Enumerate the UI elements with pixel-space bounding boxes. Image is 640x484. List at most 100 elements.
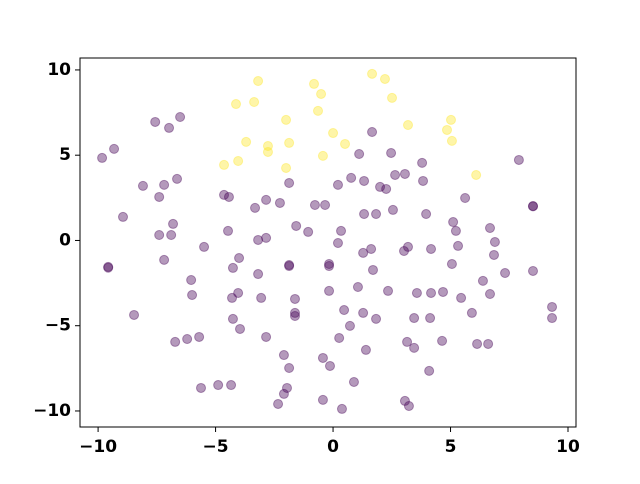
scatter-point [332,179,343,190]
scatter-point [164,122,175,133]
scatter-point [284,363,295,374]
scatter-point [371,209,382,220]
scatter-point [223,191,234,202]
scatter-point [281,114,292,125]
scatter-point [253,76,264,87]
x-tick-label: 10 [556,437,580,457]
scatter-point [274,197,285,208]
scatter-point [418,175,429,186]
scatter-point [170,336,181,347]
scatter-point [154,191,165,202]
scatter-point [186,275,197,286]
scatter-point [367,127,378,138]
scatter-point [488,249,499,260]
scatter-point [403,401,414,412]
scatter-point [483,338,494,349]
scatter-point [426,243,437,254]
scatter-point [262,140,273,151]
scatter-point [284,177,295,188]
scatter-point [442,124,453,135]
scatter-point [366,243,377,254]
scatter-point [317,352,328,363]
scatter-point [317,150,328,161]
scatter-point [324,258,335,269]
scatter-point [154,229,165,240]
scatter-point [547,313,558,324]
scatter-point [284,260,295,271]
scatter-point [261,232,272,243]
scatter-point [256,292,267,303]
scatter-point [213,380,224,391]
x-tick-label: −5 [203,437,229,457]
scatter-point [528,201,539,212]
scatter-point [417,157,428,168]
scatter-point [284,261,295,272]
scatter-point [379,73,390,84]
scatter-point [402,336,413,347]
scatter-point [262,146,273,157]
scatter-point [253,234,264,245]
y-tick-label: 0 [59,230,71,250]
scatter-point [348,376,359,387]
scatter-point [234,253,245,264]
scatter-point [411,287,422,298]
scatter-point [456,292,467,303]
scatter-point [103,262,114,273]
scatter-point [159,179,170,190]
scatter-point [289,310,300,321]
scatter-point [103,261,114,272]
y-tick-label: −5 [45,316,71,336]
scatter-point [346,172,357,183]
scatter-point [424,365,435,376]
scatter-point [409,342,420,353]
scatter-point [320,199,331,210]
scatter-point [403,241,414,252]
scatter-point [253,269,264,280]
scatter-point [223,225,234,236]
scatter-point [381,183,392,194]
scatter-point [168,218,179,229]
scatter-point [159,254,170,265]
scatter-point [426,287,437,298]
scatter-point [477,275,488,286]
scatter-point [360,344,371,355]
scatter-point [175,111,186,122]
scatter-point [150,116,161,127]
scatter-point [261,331,272,342]
scatter-point [281,382,292,393]
scatter-point [460,192,471,203]
scatter-point [289,293,300,304]
scatter-point [352,282,363,293]
scatter-point [194,331,205,342]
y-tick-label: 5 [59,145,71,165]
scatter-point [278,388,289,399]
scatter-point [528,201,539,212]
scatter-point [284,137,295,148]
scatter-point [390,169,401,180]
scatter-point [339,305,350,316]
scatter-point [219,189,230,200]
scatter-point [219,159,230,170]
scatter-point [227,313,238,324]
scatter-point [166,229,177,240]
scatter-point [367,264,378,275]
scatter-point [231,99,242,110]
scatter-point [375,181,386,192]
scatter-point [485,288,496,299]
scatter-point [309,78,320,89]
scatter-point [291,220,302,231]
scatter-point [129,309,140,320]
x-tick-label: −10 [79,437,117,457]
scatter-point [227,262,238,273]
scatter-point [249,96,260,107]
scatter-point [227,292,238,303]
scatter-point [448,217,459,228]
scatter-point [471,169,482,180]
scatter-point [316,88,327,99]
scatter-point [109,143,120,154]
scatter-point [547,301,558,312]
scatter-point [226,380,237,391]
scatter-point [446,258,457,269]
scatter-point [313,105,324,116]
scatter-point [472,338,483,349]
